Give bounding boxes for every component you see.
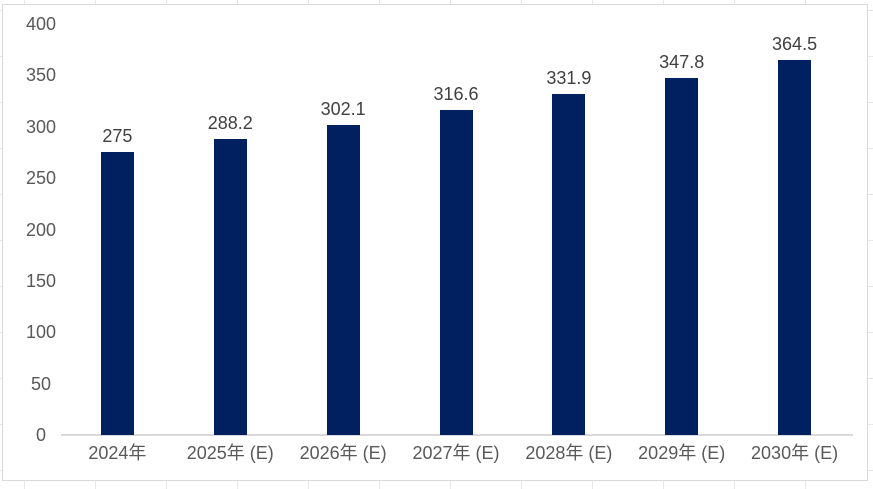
x-axis-category-label: 2024年 (88, 443, 147, 463)
x-axis-category-label: 2029年 (E) (638, 443, 726, 463)
bars-layer (3, 5, 867, 480)
y-axis-tick-label: 250 (25, 168, 57, 189)
data-label: 302.1 (320, 99, 366, 119)
bar-2029[interactable] (665, 78, 699, 435)
bar-2030[interactable] (778, 60, 812, 435)
y-axis-tick-label: 200 (25, 219, 57, 240)
y-axis-tick-label: 50 (30, 373, 52, 394)
bar-2024[interactable] (100, 152, 134, 435)
x-axis-category-label: 2030年 (E) (751, 443, 839, 463)
x-axis-category-label: 2026年 (E) (299, 443, 387, 463)
data-label: 364.5 (772, 34, 818, 54)
y-axis-tick-label: 100 (25, 322, 57, 343)
y-axis-tick-label: 300 (25, 116, 57, 137)
bar-2028[interactable] (552, 94, 586, 435)
x-axis-line (61, 434, 853, 436)
data-labels-layer: 275 288.2 302.1 316.6 331.9 347.8 364.5 (3, 5, 867, 480)
y-axis-tick-label: 0 (35, 425, 46, 445)
x-axis-labels: 2024年 2025年 (E) 2026年 (E) 2027年 (E) 2028年 (E… (3, 5, 867, 480)
bar-2026[interactable] (326, 125, 360, 435)
bar-2025[interactable] (213, 139, 247, 435)
data-label: 316.6 (433, 84, 479, 104)
data-label: 288.2 (207, 113, 253, 133)
data-label: 331.9 (546, 68, 592, 88)
bar-chart-canvas[interactable]: 0 50 100 150 200 250 300 350 400 275 288.2 302.1 31… (2, 4, 868, 481)
y-axis-tick-label: 400 (25, 14, 57, 34)
data-label: 275 (102, 126, 133, 146)
bar-2027[interactable] (439, 110, 473, 435)
y-axis-tick-label: 350 (25, 65, 57, 86)
y-axis-tick-label: 150 (25, 270, 57, 291)
x-axis-category-label: 2028年 (E) (525, 443, 613, 463)
data-label: 347.8 (659, 52, 705, 72)
x-axis-category-label: 2025年 (E) (186, 443, 274, 463)
x-axis-category-label: 2027年 (E) (412, 443, 500, 463)
y-axis-labels: 0 50 100 150 200 250 300 350 400 (3, 5, 867, 480)
